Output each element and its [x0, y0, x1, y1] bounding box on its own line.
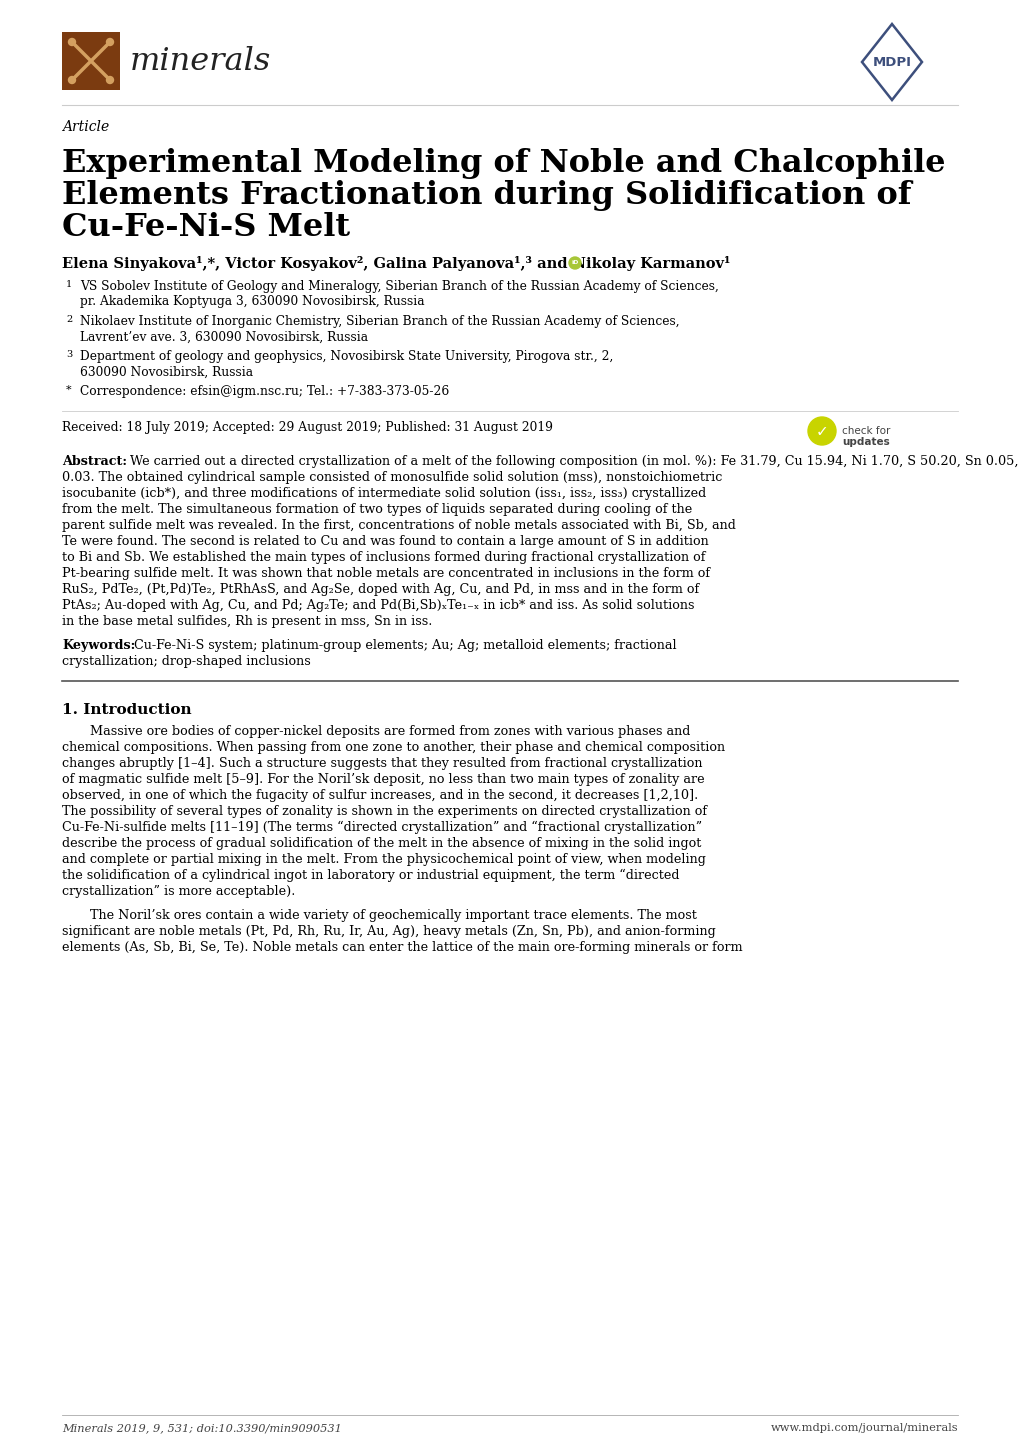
- Text: isocubanite (icb*), and three modifications of intermediate solid solution (iss₁: isocubanite (icb*), and three modificati…: [62, 487, 705, 500]
- Text: Nikolaev Institute of Inorganic Chemistry, Siberian Branch of the Russian Academ: Nikolaev Institute of Inorganic Chemistr…: [79, 314, 679, 327]
- Text: Department of geology and geophysics, Novosibirsk State University, Pirogova str: Department of geology and geophysics, No…: [79, 350, 612, 363]
- Text: RuS₂, PdTe₂, (Pt,Pd)Te₂, PtRhAsS, and Ag₂Se, doped with Ag, Cu, and Pd, in mss a: RuS₂, PdTe₂, (Pt,Pd)Te₂, PtRhAsS, and Ag…: [62, 583, 699, 596]
- Circle shape: [106, 39, 113, 46]
- Text: Abstract:: Abstract:: [62, 456, 127, 469]
- Text: to Bi and Sb. We established the main types of inclusions formed during fraction: to Bi and Sb. We established the main ty…: [62, 551, 705, 564]
- Text: check for: check for: [841, 425, 890, 435]
- Text: *: *: [66, 385, 71, 395]
- Circle shape: [68, 39, 75, 46]
- Text: Article: Article: [62, 120, 109, 134]
- Text: changes abruptly [1–4]. Such a structure suggests that they resulted from fracti: changes abruptly [1–4]. Such a structure…: [62, 757, 702, 770]
- Text: We carried out a directed crystallization of a melt of the following composition: We carried out a directed crystallizatio…: [129, 456, 1019, 469]
- Text: in the base metal sulfides, Rh is present in mss, Sn in iss.: in the base metal sulfides, Rh is presen…: [62, 614, 432, 629]
- Text: Minerals 2019, 9, 531; doi:10.3390/min9090531: Minerals 2019, 9, 531; doi:10.3390/min90…: [62, 1423, 341, 1433]
- Text: The possibility of several types of zonality is shown in the experiments on dire: The possibility of several types of zona…: [62, 805, 706, 818]
- Text: from the melt. The simultaneous formation of two types of liquids separated duri: from the melt. The simultaneous formatio…: [62, 503, 692, 516]
- Text: 2: 2: [66, 314, 72, 324]
- Text: PtAs₂; Au-doped with Ag, Cu, and Pd; Ag₂Te; and Pd(Bi,Sb)ₓTe₁₋ₓ in icb* and iss.: PtAs₂; Au-doped with Ag, Cu, and Pd; Ag₂…: [62, 598, 694, 611]
- Text: Experimental Modeling of Noble and Chalcophile: Experimental Modeling of Noble and Chalc…: [62, 149, 945, 179]
- Text: Lavrent’ev ave. 3, 630090 Novosibirsk, Russia: Lavrent’ev ave. 3, 630090 Novosibirsk, R…: [79, 330, 368, 343]
- Text: updates: updates: [841, 437, 889, 447]
- Text: 0.03. The obtained cylindrical sample consisted of monosulfide solid solution (m: 0.03. The obtained cylindrical sample co…: [62, 472, 721, 485]
- Circle shape: [106, 76, 113, 84]
- Text: Te were found. The second is related to Cu and was found to contain a large amou: Te were found. The second is related to …: [62, 535, 708, 548]
- Text: chemical compositions. When passing from one zone to another, their phase and ch: chemical compositions. When passing from…: [62, 741, 725, 754]
- Text: and complete or partial mixing in the melt. From the physicochemical point of vi: and complete or partial mixing in the me…: [62, 854, 705, 867]
- Text: Elements Fractionation during Solidification of: Elements Fractionation during Solidifica…: [62, 180, 911, 211]
- Text: Cu-Fe-Ni-S system; platinum-group elements; Au; Ag; metalloid elements; fraction: Cu-Fe-Ni-S system; platinum-group elemen…: [133, 639, 676, 652]
- Text: of magmatic sulfide melt [5–9]. For the Noril’sk deposit, no less than two main : of magmatic sulfide melt [5–9]. For the …: [62, 773, 704, 786]
- Circle shape: [569, 257, 581, 270]
- Text: The Noril’sk ores contain a wide variety of geochemically important trace elemen: The Noril’sk ores contain a wide variety…: [90, 908, 696, 921]
- Text: Keywords:: Keywords:: [62, 639, 136, 652]
- Text: observed, in one of which the fugacity of sulfur increases, and in the second, i: observed, in one of which the fugacity o…: [62, 789, 698, 802]
- Text: 1. Introduction: 1. Introduction: [62, 704, 192, 717]
- Text: Received: 18 July 2019; Accepted: 29 August 2019; Published: 31 August 2019: Received: 18 July 2019; Accepted: 29 Aug…: [62, 421, 552, 434]
- Text: Cu-Fe-Ni-sulfide melts [11–19] (The terms “directed crystallization” and “fracti: Cu-Fe-Ni-sulfide melts [11–19] (The term…: [62, 820, 701, 835]
- Text: pr. Akademika Koptyuga 3, 630090 Novosibirsk, Russia: pr. Akademika Koptyuga 3, 630090 Novosib…: [79, 296, 424, 309]
- Text: describe the process of gradual solidification of the melt in the absence of mix: describe the process of gradual solidifi…: [62, 836, 701, 849]
- Text: Pt-bearing sulfide melt. It was shown that noble metals are concentrated in incl: Pt-bearing sulfide melt. It was shown th…: [62, 567, 709, 580]
- Text: parent sulfide melt was revealed. In the first, concentrations of noble metals a: parent sulfide melt was revealed. In the…: [62, 519, 735, 532]
- Text: 630090 Novosibirsk, Russia: 630090 Novosibirsk, Russia: [79, 365, 253, 378]
- Text: MDPI: MDPI: [871, 55, 911, 69]
- Text: crystallization” is more acceptable).: crystallization” is more acceptable).: [62, 885, 296, 898]
- Text: crystallization; drop-shaped inclusions: crystallization; drop-shaped inclusions: [62, 655, 311, 668]
- Text: Massive ore bodies of copper-nickel deposits are formed from zones with various : Massive ore bodies of copper-nickel depo…: [90, 725, 690, 738]
- Text: elements (As, Sb, Bi, Se, Te). Noble metals can enter the lattice of the main or: elements (As, Sb, Bi, Se, Te). Noble met…: [62, 942, 742, 955]
- Text: the solidification of a cylindrical ingot in laboratory or industrial equipment,: the solidification of a cylindrical ingo…: [62, 870, 679, 883]
- Text: 3: 3: [66, 350, 72, 359]
- Text: Cu-Fe-Ni-S Melt: Cu-Fe-Ni-S Melt: [62, 212, 350, 244]
- FancyBboxPatch shape: [62, 32, 120, 89]
- Circle shape: [68, 76, 75, 84]
- Text: VS Sobolev Institute of Geology and Mineralogy, Siberian Branch of the Russian A: VS Sobolev Institute of Geology and Mine…: [79, 280, 718, 293]
- Text: Correspondence: efsin@igm.nsc.ru; Tel.: +7-383-373-05-26: Correspondence: efsin@igm.nsc.ru; Tel.: …: [79, 385, 448, 398]
- Text: Elena Sinyakova¹,*, Victor Kosyakov², Galina Palyanova¹,³ and Nikolay Karmanov¹: Elena Sinyakova¹,*, Victor Kosyakov², Ga…: [62, 257, 730, 271]
- Text: minerals: minerals: [129, 46, 271, 76]
- Text: significant are noble metals (Pt, Pd, Rh, Ru, Ir, Au, Ag), heavy metals (Zn, Sn,: significant are noble metals (Pt, Pd, Rh…: [62, 924, 715, 937]
- Text: ✓: ✓: [815, 424, 827, 440]
- Text: www.mdpi.com/journal/minerals: www.mdpi.com/journal/minerals: [769, 1423, 957, 1433]
- Text: iD: iD: [571, 261, 578, 265]
- Text: 1: 1: [66, 280, 72, 288]
- Circle shape: [807, 417, 836, 446]
